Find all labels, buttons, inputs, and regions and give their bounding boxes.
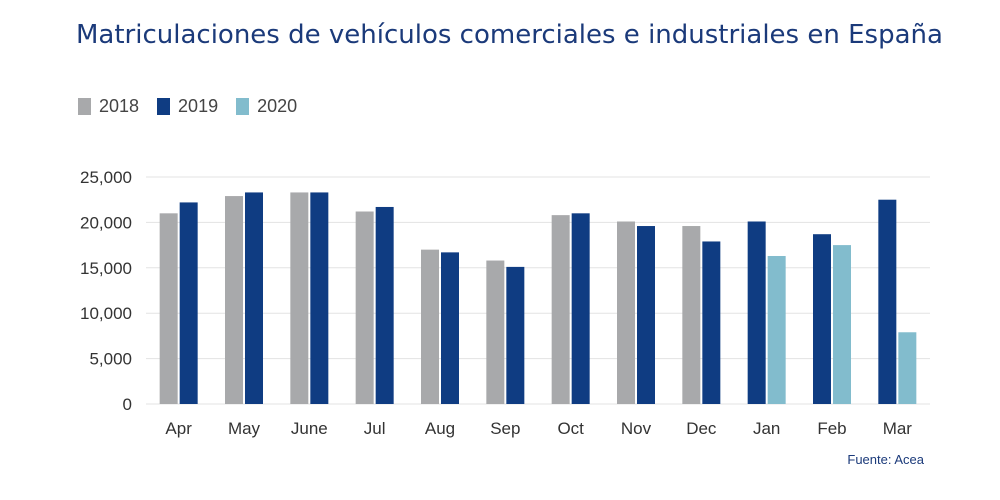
bar-2018-apr bbox=[159, 213, 178, 404]
bar-2019-jul bbox=[375, 206, 394, 404]
x-tick-label: Apr bbox=[165, 419, 192, 438]
bar-2018-jul bbox=[355, 211, 374, 404]
x-tick-label: Mar bbox=[883, 419, 913, 438]
chart-legend: 2018 2019 2020 bbox=[78, 96, 297, 117]
bar-2019-nov bbox=[637, 226, 655, 404]
x-tick-label: Jan bbox=[753, 419, 780, 438]
bar-2019-apr bbox=[179, 202, 198, 404]
y-tick-label: 25,000 bbox=[80, 168, 132, 187]
bar-2019-may bbox=[245, 192, 263, 404]
bar-2019-feb bbox=[813, 234, 831, 404]
x-tick-label: May bbox=[228, 419, 261, 438]
bar-2018-nov bbox=[617, 221, 635, 404]
bar-2018-dec bbox=[682, 226, 701, 404]
x-tick-label: June bbox=[291, 419, 328, 438]
source-note: Fuente: Acea bbox=[847, 452, 924, 467]
bar-2019-june bbox=[310, 192, 329, 404]
x-tick-label: Feb bbox=[817, 419, 846, 438]
bar-2019-sep bbox=[506, 266, 525, 404]
x-tick-label: Nov bbox=[621, 419, 652, 438]
legend-swatch-2020 bbox=[236, 98, 250, 115]
x-tick-label: Oct bbox=[557, 419, 584, 438]
x-tick-label: Dec bbox=[686, 419, 717, 438]
bar-2018-oct bbox=[551, 215, 570, 404]
y-tick-label: 20,000 bbox=[80, 213, 132, 232]
legend-label-2018: 2018 bbox=[99, 96, 140, 116]
legend-swatch-2019 bbox=[157, 98, 171, 115]
bar-2018-june bbox=[290, 192, 309, 404]
legend-item-2020: 2020 bbox=[236, 96, 297, 117]
bar-2018-may bbox=[225, 196, 243, 404]
bar-2019-aug bbox=[441, 252, 459, 404]
x-tick-label: Aug bbox=[425, 419, 455, 438]
bar-2019-jan bbox=[747, 221, 766, 404]
bar-2019-dec bbox=[702, 241, 721, 404]
chart-title: Matriculaciones de vehículos comerciales… bbox=[76, 20, 943, 50]
x-tick-label: Sep bbox=[490, 419, 520, 438]
bar-2020-mar bbox=[898, 332, 917, 404]
legend-label-2020: 2020 bbox=[257, 96, 298, 116]
legend-item-2019: 2019 bbox=[157, 96, 218, 117]
bar-2019-mar bbox=[878, 199, 897, 404]
bar-2018-aug bbox=[421, 249, 439, 404]
bar-2018-sep bbox=[486, 260, 505, 404]
y-tick-label: 5,000 bbox=[89, 350, 132, 369]
bar-2019-oct bbox=[571, 213, 590, 404]
x-tick-label: Jul bbox=[364, 419, 386, 438]
legend-label-2019: 2019 bbox=[178, 96, 219, 116]
bar-2020-feb bbox=[833, 245, 851, 404]
legend-swatch-2018 bbox=[78, 98, 91, 115]
legend-item-2018: 2018 bbox=[78, 96, 139, 117]
y-tick-label: 10,000 bbox=[80, 304, 132, 323]
y-tick-label: 15,000 bbox=[80, 259, 132, 278]
bar-2020-jan bbox=[767, 255, 786, 404]
y-tick-label: 0 bbox=[123, 395, 132, 414]
